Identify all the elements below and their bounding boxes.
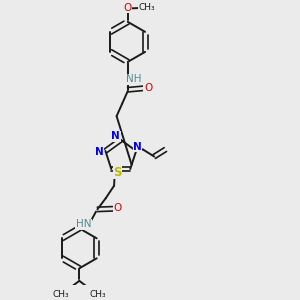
Text: CH₃: CH₃ — [53, 290, 70, 299]
Text: N: N — [133, 142, 142, 152]
Text: O: O — [144, 83, 152, 93]
Text: N: N — [111, 131, 120, 142]
Text: CH₃: CH₃ — [138, 3, 155, 12]
Text: NH: NH — [126, 74, 142, 84]
Text: S: S — [113, 166, 122, 179]
Text: CH₃: CH₃ — [89, 290, 106, 299]
Text: O: O — [114, 203, 122, 213]
Text: O: O — [124, 3, 132, 13]
Text: HN: HN — [76, 219, 91, 229]
Text: N: N — [95, 146, 104, 157]
